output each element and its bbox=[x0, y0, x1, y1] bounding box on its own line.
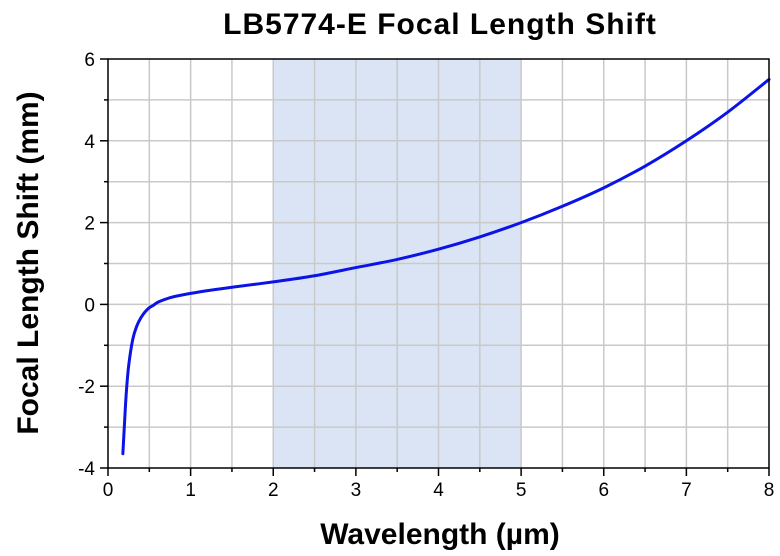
y-axis-label: Focal Length Shift (mm) bbox=[12, 91, 45, 434]
y-tick-label: -2 bbox=[78, 377, 95, 398]
y-tick-label: 2 bbox=[84, 214, 95, 235]
y-tick-label: -4 bbox=[78, 459, 95, 480]
y-tick-label: 0 bbox=[84, 295, 95, 316]
chart-title: LB5774-E Focal Length Shift bbox=[223, 8, 657, 41]
x-tick-label: 2 bbox=[268, 480, 279, 501]
x-tick-label: 7 bbox=[681, 480, 692, 501]
x-tick-label: 0 bbox=[103, 480, 114, 501]
x-tick-label: 8 bbox=[764, 480, 775, 501]
series-line bbox=[121, 77, 771, 456]
y-tick-label: 6 bbox=[84, 50, 95, 71]
plot-frame bbox=[107, 58, 770, 469]
x-axis-label: Wavelength (µm) bbox=[320, 518, 560, 551]
x-tick-label: 3 bbox=[351, 480, 362, 501]
plot-area: 0 1 2 3 4 5 6 7 8 -4 -2 0 2 4 6 bbox=[78, 50, 774, 501]
y-tick-label: 4 bbox=[84, 132, 95, 153]
x-tick-label: 5 bbox=[516, 480, 527, 501]
x-tick-label: 6 bbox=[598, 480, 609, 501]
x-tick-label: 4 bbox=[433, 480, 444, 501]
x-tick-label: 1 bbox=[185, 480, 196, 501]
